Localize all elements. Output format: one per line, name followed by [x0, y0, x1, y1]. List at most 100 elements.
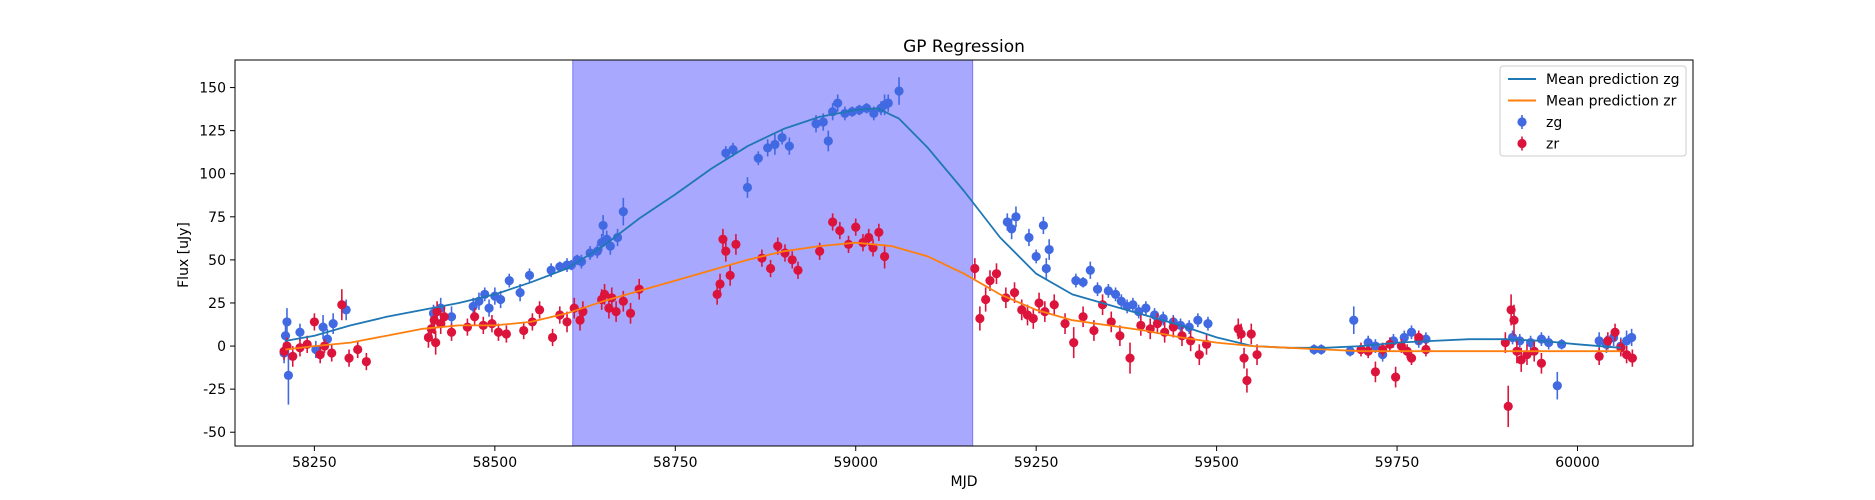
- data-point-zr: [337, 300, 347, 310]
- data-point-zr: [1616, 343, 1626, 353]
- data-point-zr: [319, 341, 330, 351]
- data-point-zg: [446, 312, 457, 322]
- data-point-zg: [1557, 339, 1567, 349]
- data-point-zr: [1115, 331, 1125, 341]
- data-point-zr: [874, 227, 884, 237]
- data-point-zg: [1552, 381, 1562, 391]
- data-point-zr: [599, 289, 610, 299]
- data-point-zg: [1349, 315, 1359, 325]
- data-point-zr: [835, 225, 845, 236]
- data-point-zg: [1128, 300, 1138, 310]
- data-point-zr: [315, 350, 325, 360]
- data-point-zg: [1002, 217, 1012, 227]
- data-point-zg: [524, 270, 535, 281]
- data-point-zg: [1031, 251, 1041, 262]
- line-mean-prediction-zr: [285, 241, 1621, 353]
- data-point-zg: [753, 153, 763, 163]
- data-point-zg: [1193, 315, 1203, 325]
- data-point-zr: [562, 317, 572, 327]
- x-axis-label: MJD: [951, 474, 978, 490]
- legend-marker-swatch: [1517, 117, 1527, 127]
- data-point-zg: [295, 327, 305, 337]
- data-point-zg: [770, 139, 780, 150]
- line-mean-prediction-zg: [285, 107, 1621, 349]
- data-point-zr: [880, 251, 890, 262]
- data-point-zr: [534, 305, 545, 315]
- data-point-zr: [353, 344, 363, 355]
- data-point-zr: [493, 327, 504, 337]
- data-point-zg: [484, 303, 494, 313]
- data-point-zg: [1071, 275, 1081, 286]
- data-point-zg: [763, 143, 773, 153]
- data-point-zr: [618, 296, 628, 306]
- y-tick-label: 50: [208, 253, 226, 269]
- x-tick-label: 58250: [292, 455, 337, 471]
- data-point-zr: [985, 275, 995, 286]
- data-point-zr: [731, 239, 741, 249]
- data-point-zr: [611, 306, 621, 317]
- data-point-zg: [282, 317, 292, 327]
- data-point-zr: [970, 263, 980, 274]
- data-point-zg: [1627, 332, 1637, 343]
- data-point-zr: [1406, 353, 1417, 363]
- data-point-zr: [1009, 288, 1020, 298]
- y-tick-label: 0: [217, 339, 226, 355]
- data-point-zr: [1034, 298, 1044, 308]
- data-point-zr: [843, 239, 854, 249]
- data-point-zr: [1242, 375, 1252, 386]
- chart-title: GP Regression: [903, 37, 1025, 57]
- data-point-zr: [1246, 329, 1256, 339]
- data-point-zg: [546, 265, 556, 275]
- legend-label: Mean prediction zr: [1546, 94, 1677, 110]
- data-point-zr: [1136, 320, 1146, 330]
- data-point-zg: [1203, 319, 1213, 329]
- data-point-zg: [1038, 220, 1048, 231]
- data-point-zg: [1141, 303, 1151, 313]
- data-point-zr: [1627, 353, 1637, 363]
- y-tick-label: -25: [203, 382, 226, 398]
- data-point-zg: [1011, 212, 1021, 222]
- data-point-zg: [1103, 286, 1113, 296]
- legend-marker-swatch: [1517, 138, 1527, 149]
- y-axis-label: Flux [uJy]: [176, 222, 192, 288]
- data-point-zr: [446, 327, 457, 337]
- data-point-zg: [894, 86, 904, 96]
- y-tick-label: 150: [199, 81, 226, 97]
- data-point-zg: [1594, 336, 1604, 346]
- legend: Mean prediction zg Mean prediction zr zg zr: [1499, 65, 1687, 157]
- x-tick-label: 59500: [1194, 455, 1239, 471]
- data-point-zg: [728, 145, 738, 155]
- data-point-zg: [818, 117, 828, 127]
- data-point-zr: [1028, 313, 1038, 324]
- y-tick-label: 100: [199, 167, 226, 183]
- data-point-zg: [811, 119, 821, 129]
- data-point-zr: [715, 279, 725, 289]
- data-point-zr: [1500, 338, 1510, 348]
- data-point-zr: [765, 263, 776, 274]
- data-point-zr: [1125, 353, 1135, 363]
- y-tick-label: 75: [208, 210, 226, 226]
- data-point-zr: [1522, 350, 1532, 360]
- data-point-zr: [981, 294, 991, 305]
- data-point-zg: [1078, 277, 1088, 287]
- data-point-zr: [721, 246, 731, 256]
- legend-box: [1499, 65, 1687, 157]
- data-point-zr: [1421, 344, 1431, 355]
- data-point-zr: [828, 217, 838, 227]
- data-point-zg: [576, 257, 587, 267]
- x-tick-label: 58500: [473, 455, 518, 471]
- data-point-zr: [547, 332, 558, 343]
- data-point-zg: [1110, 289, 1121, 299]
- data-point-zr: [851, 222, 861, 232]
- data-point-zr: [309, 317, 319, 327]
- data-point-zr: [793, 265, 803, 275]
- data-point-zg: [777, 132, 787, 143]
- x-tick-label: 59750: [1375, 455, 1420, 471]
- x-tick-label: 60000: [1555, 455, 1600, 471]
- data-point-zr: [1078, 312, 1088, 322]
- data-point-zg: [605, 241, 615, 251]
- data-point-zr: [487, 319, 497, 329]
- data-point-zr: [1069, 338, 1079, 348]
- data-point-zg: [496, 294, 506, 305]
- data-point-zr: [864, 232, 874, 243]
